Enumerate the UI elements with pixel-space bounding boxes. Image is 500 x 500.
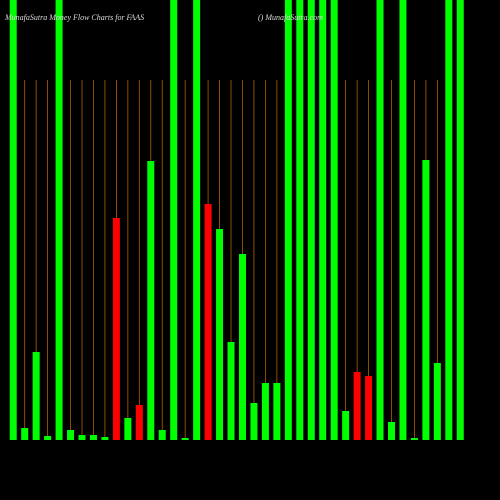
bar [78, 435, 86, 440]
bar [170, 0, 178, 440]
chart-subtitle: () MunafaSutra.com [258, 13, 323, 22]
bar [135, 405, 143, 440]
bar [216, 229, 224, 440]
bar [410, 438, 418, 440]
bar [365, 376, 373, 440]
bar [204, 204, 212, 440]
bar [101, 437, 109, 440]
bar [330, 0, 338, 440]
plot [9, 0, 464, 440]
bar [89, 435, 97, 440]
bar [399, 0, 407, 440]
bar [387, 422, 395, 440]
bar [67, 430, 75, 440]
bar [261, 383, 269, 440]
bar [376, 0, 384, 440]
bar [32, 352, 40, 440]
bar [181, 438, 189, 440]
bar [250, 403, 258, 440]
bar [227, 342, 235, 440]
bar [342, 411, 350, 440]
bar [44, 436, 52, 440]
bar [433, 363, 441, 440]
bar [445, 0, 453, 440]
bar [307, 0, 315, 440]
bar [422, 160, 430, 440]
bar [319, 0, 327, 440]
bar [273, 383, 281, 440]
bar [456, 0, 464, 440]
bar [55, 0, 63, 440]
bar [21, 428, 29, 440]
bar [193, 0, 201, 440]
bar [9, 0, 17, 440]
bar [112, 218, 120, 440]
bar [147, 161, 155, 440]
bar [124, 418, 132, 440]
bar [284, 0, 292, 440]
bar [238, 254, 246, 440]
bar [353, 372, 361, 440]
chart-title: MunafaSutra Money Flow Charts for FAAS [4, 13, 144, 22]
bar [296, 0, 304, 440]
bar [158, 430, 166, 440]
